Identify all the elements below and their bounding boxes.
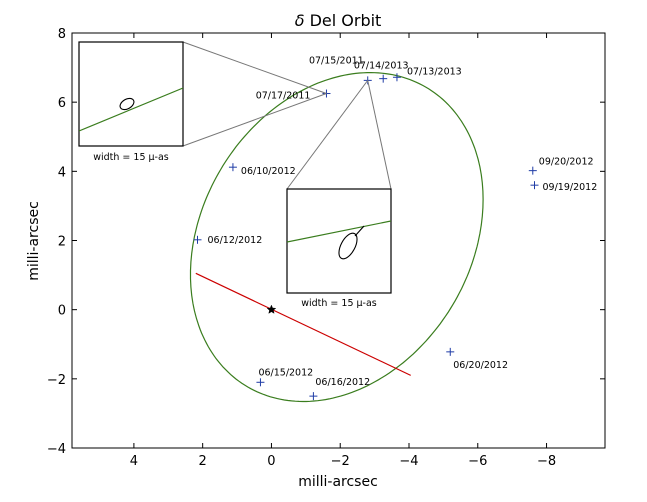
observation-date-label: 06/16/2012 [315,377,370,388]
observation-date-label: 07/17/2011 [256,91,311,102]
chart-title: δ Del Orbit [295,11,382,30]
y-axis-label: milli-arcsec [26,201,42,281]
observation-date-label: 06/20/2012 [453,360,508,371]
x-tick-label: −2 [331,454,350,469]
y-tick-label: 2 [58,235,66,250]
x-tick-label: 0 [267,454,275,469]
inset-box-1: width = 15 μ-as [78,41,184,163]
inset-connectors [182,41,392,190]
observation-date-label: 07/14/2013 [354,61,409,72]
y-tick-label: −4 [47,442,66,457]
inset-width-label-2: width = 15 μ-as [301,298,377,309]
observation-date-label: 06/12/2012 [208,235,263,246]
y-tick-label: 0 [58,304,66,319]
orbit-ellipse [189,71,484,403]
x-tick-label: 4 [130,454,138,469]
inset-connector-2 [286,80,369,190]
inset-error-tail-2 [354,225,365,237]
observation-date-label: 09/20/2012 [539,157,594,168]
x-tick-label: −6 [468,454,487,469]
observation-date-label: 06/10/2012 [241,166,296,177]
inset-orbit-segment-2 [287,220,391,243]
observation-date-label: 06/15/2012 [258,367,313,378]
inset-width-label-1: width = 15 μ-as [93,152,169,163]
observation-date-label: 07/13/2013 [407,66,462,77]
x-tick-label: −8 [537,454,556,469]
y-tick-label: 8 [58,27,66,42]
inset-error-ellipse-1 [119,97,135,111]
inset-connector-2 [367,80,392,190]
x-tick-label: −4 [399,454,418,469]
y-tick-label: −2 [47,373,66,388]
node-line [195,272,411,376]
inset-connector-1 [182,41,327,94]
primary-star-marker [266,304,277,314]
y-tick-label: 6 [58,96,66,111]
x-axis-label: milli-arcsec [298,474,378,490]
inset-frame-2 [286,188,392,294]
inset-error-ellipse-2 [338,232,358,260]
inset-box-2: width = 15 μ-as [286,188,392,309]
title-text: Del Orbit [304,11,381,30]
observation-date-label: 07/15/2011 [309,55,364,66]
x-tick-label: 2 [199,454,207,469]
axis-ticks: 4 2 0 −2 −4 −6 −8 −4 −2 0 2 4 6 8 [47,27,605,469]
inset-connector-1 [182,93,327,147]
y-tick-label: 4 [58,165,66,180]
orbit-layer [189,71,484,403]
title-symbol: δ [295,11,305,30]
observation-date-label: 09/19/2012 [543,182,598,193]
inset-frame-1 [78,41,184,147]
inset-orbit-segment-1 [79,87,183,132]
